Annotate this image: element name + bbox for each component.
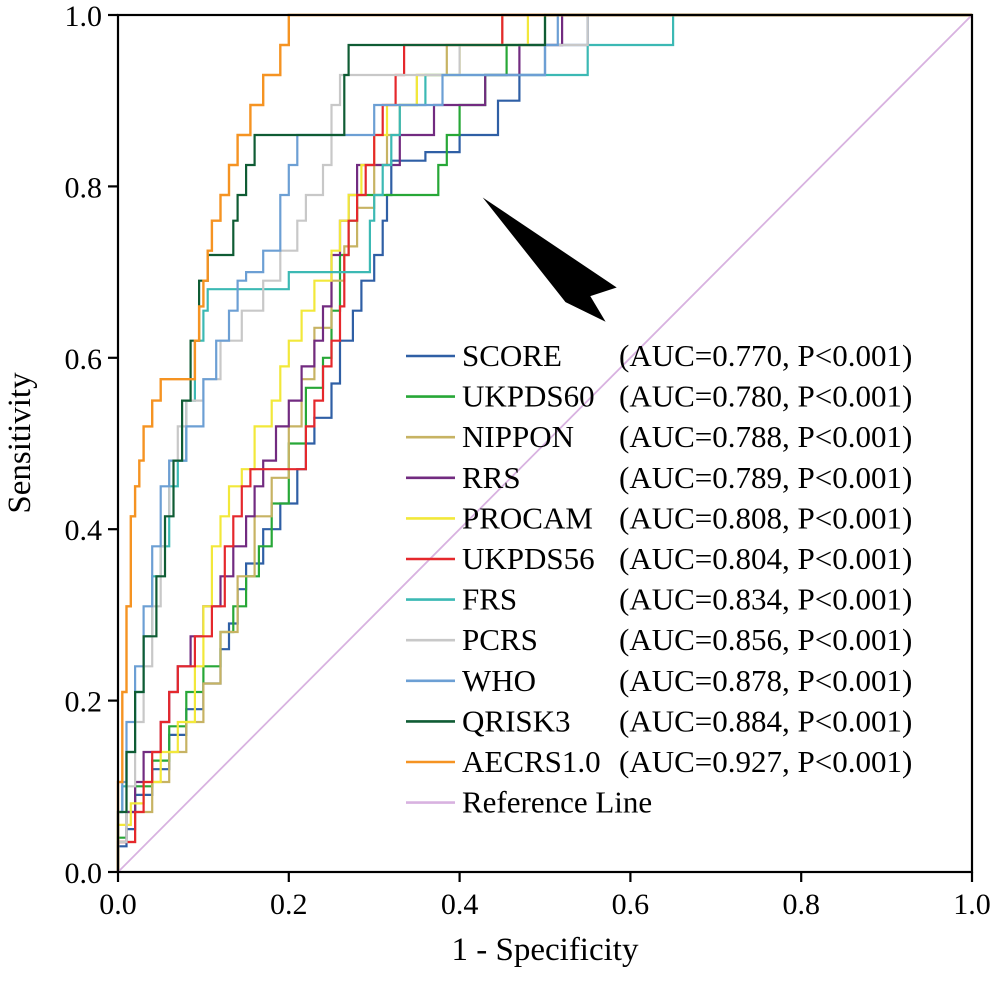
legend-auc-score: (AUC=0.770, P<0.001) [619,338,912,373]
x-tick-label: 0.8 [782,888,820,921]
legend-item-pcrs: PCRS (AUC=0.856, P<0.001) [406,622,912,657]
legend-label-procam: PROCAM [462,500,593,535]
roc-curve-ukpds56 [116,13,972,872]
y-tick-label: 0.4 [65,514,103,547]
legend-label-ukpds60: UKPDS60 [462,379,595,414]
plot-border [116,13,974,874]
legend-label-ukpds56: UKPDS56 [462,541,595,576]
legend-auc-qrisk3: (AUC=0.884, P<0.001) [619,703,912,738]
legend-auc-who: (AUC=0.878, P<0.001) [619,663,912,698]
legend-auc-aecrs1-0: (AUC=0.927, P<0.001) [619,744,912,779]
legend-item-frs: FRS (AUC=0.834, P<0.001) [406,582,912,617]
x-tick-label: 0.4 [441,888,479,921]
legend-item-aecrs1-0: AECRS1.0 (AUC=0.927, P<0.001) [406,744,912,779]
x-axis-title: 1 - Specificity [452,932,639,968]
legend-item-qrisk3: QRISK3 (AUC=0.884, P<0.001) [406,703,912,738]
legend-label-score: SCORE [462,338,562,373]
legend-auc-frs: (AUC=0.834, P<0.001) [619,582,912,617]
roc-curve-aecrs1-0 [116,13,972,872]
y-tick-label: 0.6 [65,343,103,376]
y-tick-label: 0.0 [65,857,103,890]
y-axis-title: Sensitivity [2,372,38,514]
legend-label-aecrs1-0: AECRS1.0 [462,744,601,779]
roc-curve-procam [116,13,972,872]
legend-item-ukpds56: UKPDS56 (AUC=0.804, P<0.001) [406,541,912,576]
legend-item-who: WHO (AUC=0.878, P<0.001) [406,663,912,698]
y-tick-label: 1.0 [65,0,103,33]
roc-curve-reference-line [117,14,973,873]
legend-auc-ukpds56: (AUC=0.804, P<0.001) [619,541,912,576]
roc-curve-pcrs [116,13,972,872]
x-tick-label: 0.0 [99,888,137,921]
legend-item-ukpds60: UKPDS60 (AUC=0.780, P<0.001) [406,379,912,414]
legend-item-reference-line: Reference Line [406,785,652,820]
legend-auc-nippon: (AUC=0.788, P<0.001) [619,419,912,454]
legend-item-nippon: NIPPON (AUC=0.788, P<0.001) [406,419,912,454]
legend-label-frs: FRS [462,582,517,617]
legend-auc-procam: (AUC=0.808, P<0.001) [619,500,912,535]
legend-label-reference-line: Reference Line [462,785,652,820]
legend-auc-pcrs: (AUC=0.856, P<0.001) [619,622,912,657]
legend-label-who: WHO [462,663,536,698]
legend-auc-ukpds60: (AUC=0.780, P<0.001) [619,379,912,414]
axes-layer: 0.0 0.2 0.4 0.6 0.8 1.0 0.0 0.2 0.4 0.6 0.8 1.0 [65,0,991,921]
legend-label-qrisk3: QRISK3 [462,703,571,738]
legend: SCORE (AUC=0.770, P<0.001) UKPDS60 (AUC=0.7… [406,338,912,820]
y-tick-label: 0.2 [65,686,103,719]
arrow-annotation-layer [482,197,617,322]
legend-auc-rrs: (AUC=0.789, P<0.001) [619,460,912,495]
y-tick-label: 0.8 [65,171,103,204]
x-tick-label: 1.0 [953,888,991,921]
legend-label-pcrs: PCRS [462,622,538,657]
x-tick-label: 0.6 [612,888,650,921]
legend-item-procam: PROCAM (AUC=0.808, P<0.001) [406,500,912,535]
legend-item-score: SCORE (AUC=0.770, P<0.001) [406,338,912,373]
legend-item-rrs: RRS (AUC=0.789, P<0.001) [406,460,912,495]
arrow-annotation [482,197,617,322]
legend-label-nippon: NIPPON [462,419,574,454]
roc-curves-layer [116,13,973,873]
legend-label-rrs: RRS [462,460,521,495]
x-tick-label: 0.2 [270,888,308,921]
